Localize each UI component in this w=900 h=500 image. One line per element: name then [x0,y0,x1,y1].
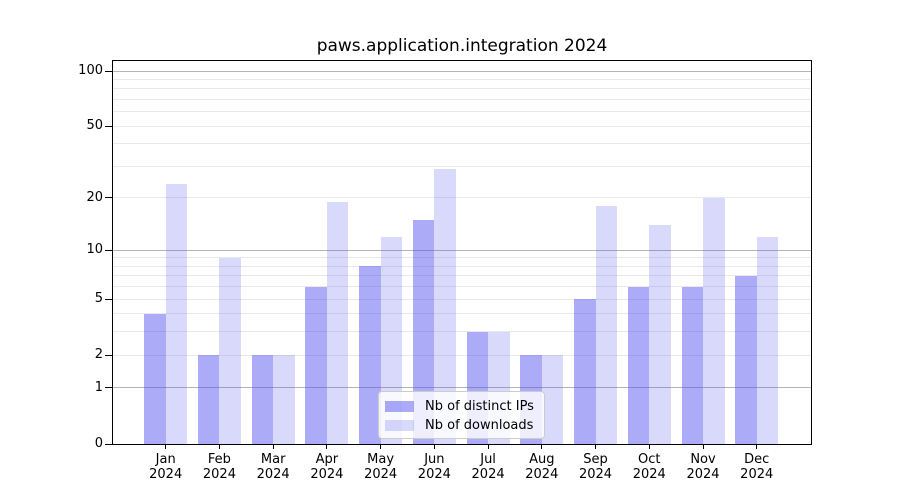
x-tick-label-apr: Apr 2024 [310,452,344,482]
y-tick-mark-100 [105,70,112,72]
minor-gridline-4 [113,313,811,315]
bar-distinct-ips-jan [144,313,166,444]
bar-distinct-ips-may [359,266,381,444]
bar-downloads-sep [595,206,618,444]
x-tick-label-aug: Aug 2024 [525,452,559,482]
bar-downloads-jun [434,169,456,444]
bar-downloads-aug [541,355,564,444]
major-gridline-10 [113,249,811,251]
x-tick-label-may: May 2024 [364,452,398,482]
y-tick-label-5: 5 [94,291,103,307]
minor-gridline-80 [113,88,811,90]
x-tick-mark-jul [487,444,489,449]
x-tick-label-dec: Dec 2024 [740,452,774,482]
x-tick-mark-mar [272,444,274,449]
plot-area: Nb of distinct IPs Nb of downloads [112,60,812,445]
y-tick-mark-2 [105,354,112,356]
legend-swatch-downloads [385,420,414,431]
bar-distinct-ips-nov [681,286,703,444]
minor-gridline-9 [113,257,811,259]
x-tick-label-jun: Jun 2024 [417,452,451,482]
bar-downloads-nov [703,197,725,444]
y-tick-mark-1 [105,387,112,389]
bar-distinct-ips-mar [251,355,274,444]
x-tick-label-oct: Oct 2024 [632,452,666,482]
major-gridline-1 [113,387,811,389]
x-tick-mark-nov [702,444,704,449]
y-tick-label-50: 50 [86,118,103,134]
x-tick-mark-oct [648,444,650,449]
legend-label-distinct-ips: Nb of distinct IPs [425,399,534,414]
x-tick-label-nov: Nov 2024 [686,452,720,482]
legend-label-downloads: Nb of downloads [425,418,534,433]
y-tick-label-2: 2 [94,347,103,363]
x-tick-mark-aug [541,444,543,449]
minor-gridline-8 [113,265,811,267]
minor-gridline-60 [113,111,811,113]
x-tick-label-mar: Mar 2024 [256,452,290,482]
bar-downloads-oct [649,225,671,444]
x-tick-mark-feb [218,444,220,449]
bar-downloads-dec [756,236,779,444]
bar-distinct-ips-oct [627,286,650,444]
major-gridline-100 [113,70,811,72]
y-tick-label-100: 100 [78,63,103,78]
x-tick-mark-may [380,444,382,449]
chart-title: paws.application.integration 2024 [316,36,608,56]
y-tick-mark-0 [105,443,112,445]
legend: Nb of distinct IPs Nb of downloads [378,391,545,439]
bar-downloads-jan [165,183,188,444]
bar-distinct-ips-jun [412,219,435,444]
bar-distinct-ips-feb [197,355,220,444]
bar-downloads-mar [273,355,295,444]
bar-downloads-apr [326,201,349,444]
minor-gridline-20 [113,197,811,199]
minor-gridline-6 [113,286,811,288]
minor-gridline-2 [113,354,811,356]
x-tick-mark-apr [326,444,328,449]
y-tick-label-20: 20 [86,189,103,205]
bar-distinct-ips-apr [305,286,327,444]
x-tick-label-sep: Sep 2024 [578,452,613,482]
y-tick-label-10: 10 [86,242,103,258]
x-tick-mark-jun [433,444,435,449]
x-tick-label-jan: Jan 2024 [149,452,183,482]
minor-gridline-3 [113,331,811,333]
bar-distinct-ips-dec [735,275,757,444]
x-tick-mark-jan [165,444,167,449]
minor-gridline-90 [113,78,811,80]
minor-gridline-50 [113,125,811,127]
legend-swatch-distinct-ips [385,401,414,412]
y-tick-mark-20 [105,197,112,199]
minor-gridline-40 [113,143,811,145]
y-tick-label-0: 0 [94,436,103,451]
x-tick-mark-sep [595,444,597,449]
minor-gridline-5 [113,298,811,300]
y-tick-label-1: 1 [94,379,103,395]
y-tick-mark-10 [105,249,112,251]
minor-gridline-70 [113,98,811,100]
x-tick-label-jul: Jul 2024 [471,452,505,482]
x-tick-mark-dec [756,444,758,449]
x-tick-label-feb: Feb 2024 [202,452,236,482]
y-tick-mark-5 [105,298,112,300]
bar-downloads-feb [219,257,241,444]
legend-item-distinct-ips: Nb of distinct IPs [385,397,544,416]
bar-distinct-ips-sep [574,299,596,444]
minor-gridline-30 [113,165,811,167]
minor-gridline-7 [113,275,811,277]
legend-item-downloads: Nb of downloads [385,416,544,435]
y-tick-mark-50 [105,125,112,127]
